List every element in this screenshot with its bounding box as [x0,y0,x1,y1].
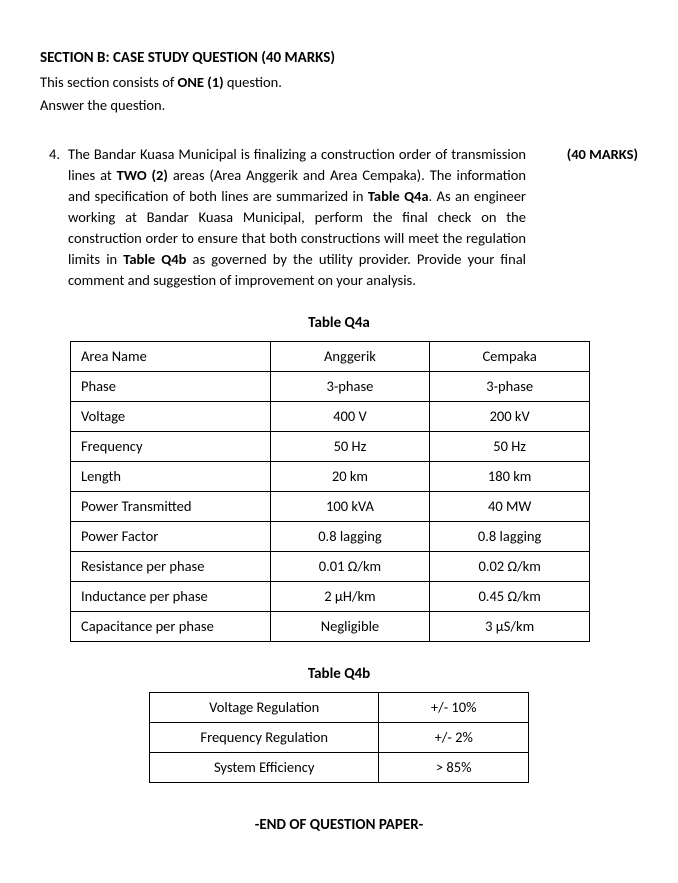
table-cell: 40 MW [430,491,590,521]
table-row: Capacitance per phaseNegligible3 µS/km [71,611,590,641]
intro-bold: ONE (1) [178,73,224,91]
table-row: Length20 km180 km [71,461,590,491]
table-q4b-title: Table Q4b [40,664,638,686]
table-cell: > 85% [379,752,529,782]
table-cell: 0.45 Ω/km [430,581,590,611]
table-cell: 50 Hz [270,431,430,461]
table-row: Voltage Regulation+/- 10% [150,692,529,722]
table-cell: 50 Hz [430,431,590,461]
table-row: Inductance per phase2 µH/km0.45 Ω/km [71,581,590,611]
table-row: Voltage400 V200 kV [71,401,590,431]
table-q4b-body: Voltage Regulation+/- 10%Frequency Regul… [150,692,529,782]
table-cell: Length [71,461,271,491]
table-cell: Negligible [270,611,430,641]
table-cell: Phase [71,371,271,401]
table-row: Power Transmitted100 kVA40 MW [71,491,590,521]
table-row: Frequency50 Hz50 Hz [71,431,590,461]
table-cell: Resistance per phase [71,551,271,581]
table-q4b: Voltage Regulation+/- 10%Frequency Regul… [149,692,529,783]
table-cell: 0.02 Ω/km [430,551,590,581]
table-q4a-title: Table Q4a [40,313,638,335]
table-cell: Capacitance per phase [71,611,271,641]
table-q4a: Area NameAnggerikCempakaPhase3-phase3-ph… [70,341,590,642]
table-cell: 2 µH/km [270,581,430,611]
table-cell: 0.8 lagging [270,521,430,551]
question-block: 4. The Bandar Kuasa Municipal is finaliz… [40,144,638,291]
question-number: 4. [40,144,68,165]
table-cell: 180 km [430,461,590,491]
table-cell: Power Factor [71,521,271,551]
table-row: Phase3-phase3-phase [71,371,590,401]
section-intro-1: This section consists of ONE (1) questio… [40,72,638,93]
table-cell: 0.8 lagging [430,521,590,551]
footer-end: -END OF QUESTION PAPER- [40,815,638,837]
intro-text: This section consists of [40,73,178,91]
table-row: System Efficiency> 85% [150,752,529,782]
section-title: SECTION B: CASE STUDY QUESTION (40 MARKS… [40,48,638,70]
table-cell: +/- 2% [379,722,529,752]
table-cell: Power Transmitted [71,491,271,521]
table-cell: 3-phase [430,371,590,401]
q-bold: TWO (2) [117,166,168,184]
intro-text: question. [224,73,282,91]
question-body: The Bandar Kuasa Municipal is finalizing… [68,144,538,291]
section-intro-2: Answer the question. [40,95,638,116]
table-cell: 3 µS/km [430,611,590,641]
question-marks: (40 MARKS) [538,144,638,165]
table-cell: 0.01 Ω/km [270,551,430,581]
table-cell: 20 km [270,461,430,491]
q-bold: Table Q4b [123,250,186,268]
table-row: Frequency Regulation+/- 2% [150,722,529,752]
table-row: Resistance per phase0.01 Ω/km0.02 Ω/km [71,551,590,581]
table-cell: Anggerik [270,341,430,371]
table-cell: 3-phase [270,371,430,401]
table-cell: 400 V [270,401,430,431]
table-cell: 100 kVA [270,491,430,521]
table-cell: Area Name [71,341,271,371]
table-cell: Frequency [71,431,271,461]
table-row: Power Factor0.8 lagging0.8 lagging [71,521,590,551]
table-cell: 200 kV [430,401,590,431]
table-cell: Voltage Regulation [150,692,379,722]
table-cell: Cempaka [430,341,590,371]
table-cell: System Efficiency [150,752,379,782]
table-cell: Voltage [71,401,271,431]
table-row: Area NameAnggerikCempaka [71,341,590,371]
table-cell: Frequency Regulation [150,722,379,752]
q-bold: Table Q4a [368,187,429,205]
table-cell: Inductance per phase [71,581,271,611]
table-cell: +/- 10% [379,692,529,722]
table-q4a-body: Area NameAnggerikCempakaPhase3-phase3-ph… [71,341,590,641]
